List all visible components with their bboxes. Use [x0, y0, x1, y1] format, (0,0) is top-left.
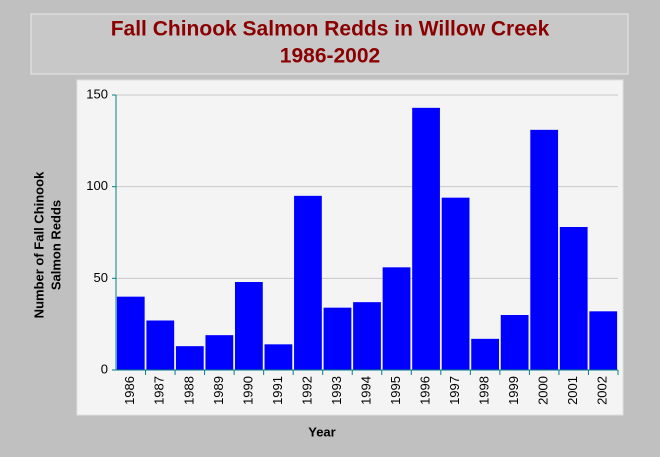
y-tick-label: 0 — [101, 361, 108, 376]
x-tick-label: 1987 — [152, 376, 167, 405]
bar — [205, 335, 234, 370]
y-tick-label: 100 — [86, 178, 108, 193]
bar — [175, 346, 204, 370]
x-tick-label: 2001 — [565, 376, 580, 405]
bar — [294, 195, 322, 370]
chart-title: Fall Chinook Salmon Redds in Willow Cree… — [111, 18, 550, 41]
x-tick-label: 1998 — [477, 376, 492, 405]
x-tick-label: 1996 — [417, 376, 432, 405]
y-axis-label-line: Number of Fall Chinook — [31, 171, 46, 318]
x-tick-label: 1989 — [211, 376, 226, 405]
bar — [116, 296, 145, 370]
chart-subtitle: 1986-2002 — [280, 45, 380, 68]
x-tick-label: 1993 — [329, 376, 344, 405]
bar — [264, 344, 293, 370]
bar — [500, 315, 529, 370]
x-axis-label: Year — [308, 424, 335, 439]
bar — [530, 129, 559, 370]
y-tick-label: 150 — [86, 86, 108, 101]
x-tick-label: 2000 — [536, 376, 551, 405]
x-tick-label: 1994 — [358, 376, 373, 405]
x-tick-label: 1999 — [506, 376, 521, 405]
bar — [412, 107, 440, 370]
x-tick-label: 1988 — [181, 376, 196, 405]
x-tick-label: 1986 — [122, 376, 137, 405]
bar — [559, 227, 588, 370]
x-tick-label: 1992 — [299, 376, 314, 405]
title-box — [30, 13, 629, 75]
bar — [589, 311, 618, 370]
bar — [353, 302, 381, 370]
x-tick-label: 2002 — [595, 376, 610, 405]
y-axis-label: Number of Fall Chinook Salmon Redds — [31, 171, 63, 318]
bar — [235, 282, 263, 370]
x-tick-label: 1991 — [270, 376, 285, 405]
bar — [323, 307, 352, 370]
y-tick-label: 50 — [94, 270, 108, 285]
bar — [471, 338, 499, 370]
bar — [441, 197, 470, 370]
x-tick-label: 1990 — [240, 376, 255, 405]
bar — [382, 267, 411, 370]
x-tick-label: 1997 — [447, 376, 462, 405]
bar — [146, 320, 175, 370]
x-tick-label: 1995 — [388, 376, 403, 405]
y-axis-label-line: Salmon Redds — [48, 200, 63, 290]
